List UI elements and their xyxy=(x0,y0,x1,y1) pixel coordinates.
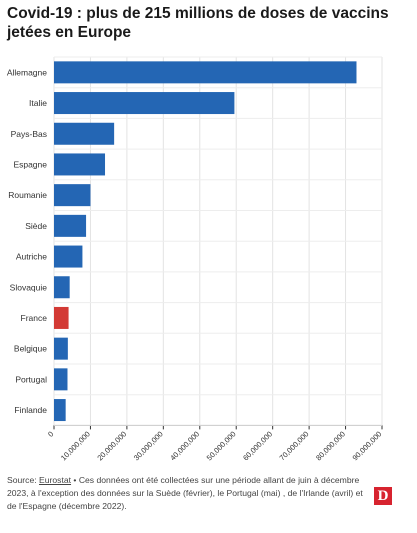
x-tick-label: 30,000,000 xyxy=(132,429,165,462)
source-text: • Ces données ont été collectées sur une… xyxy=(7,475,363,511)
bar xyxy=(54,122,115,145)
publisher-logo: D xyxy=(374,487,392,505)
category-label: Finlande xyxy=(14,405,47,415)
x-tick-label: 90,000,000 xyxy=(351,429,384,462)
category-label: Allemagne xyxy=(7,67,47,77)
bar xyxy=(54,337,68,360)
bar xyxy=(54,92,235,115)
bar xyxy=(54,61,357,84)
bar xyxy=(54,399,66,422)
bar xyxy=(54,153,106,176)
x-tick-label: 70,000,000 xyxy=(278,429,311,462)
category-label: Roumanie xyxy=(8,190,47,200)
x-tick-label: 80,000,000 xyxy=(314,429,347,462)
category-label: Portugal xyxy=(15,374,47,384)
x-tick-label: 10,000,000 xyxy=(59,429,92,462)
chart-title: Covid-19 : plus de 215 millions de doses… xyxy=(7,5,389,41)
x-tick-label: 50,000,000 xyxy=(205,429,238,462)
category-label: Slovaquie xyxy=(10,282,48,292)
x-tick-label: 60,000,000 xyxy=(241,429,274,462)
bar xyxy=(54,368,68,391)
category-label: Espagne xyxy=(13,159,47,169)
source-link[interactable]: Eurostat xyxy=(39,475,72,485)
bar xyxy=(54,184,91,207)
category-label: Italie xyxy=(29,98,47,108)
category-label: Autriche xyxy=(16,252,47,262)
category-label: Belgique xyxy=(14,344,47,354)
x-tick-label: 0 xyxy=(46,429,55,438)
category-label: Siède xyxy=(25,221,47,231)
bar xyxy=(54,245,83,268)
bar xyxy=(54,306,69,329)
bar xyxy=(54,276,70,299)
bar xyxy=(54,214,87,237)
source-note: Source: Eurostat • Ces données ont été c… xyxy=(7,474,369,513)
bar-chart: 0 10,000,000 20,000,000 30,000,000 40,000,00… xyxy=(7,56,384,462)
x-tick-label: 40,000,000 xyxy=(168,429,201,462)
x-tick-label: 20,000,000 xyxy=(95,429,128,462)
category-label: France xyxy=(21,313,48,323)
category-label: Pays-Bas xyxy=(11,129,47,139)
source-prefix: Source: xyxy=(7,475,40,485)
